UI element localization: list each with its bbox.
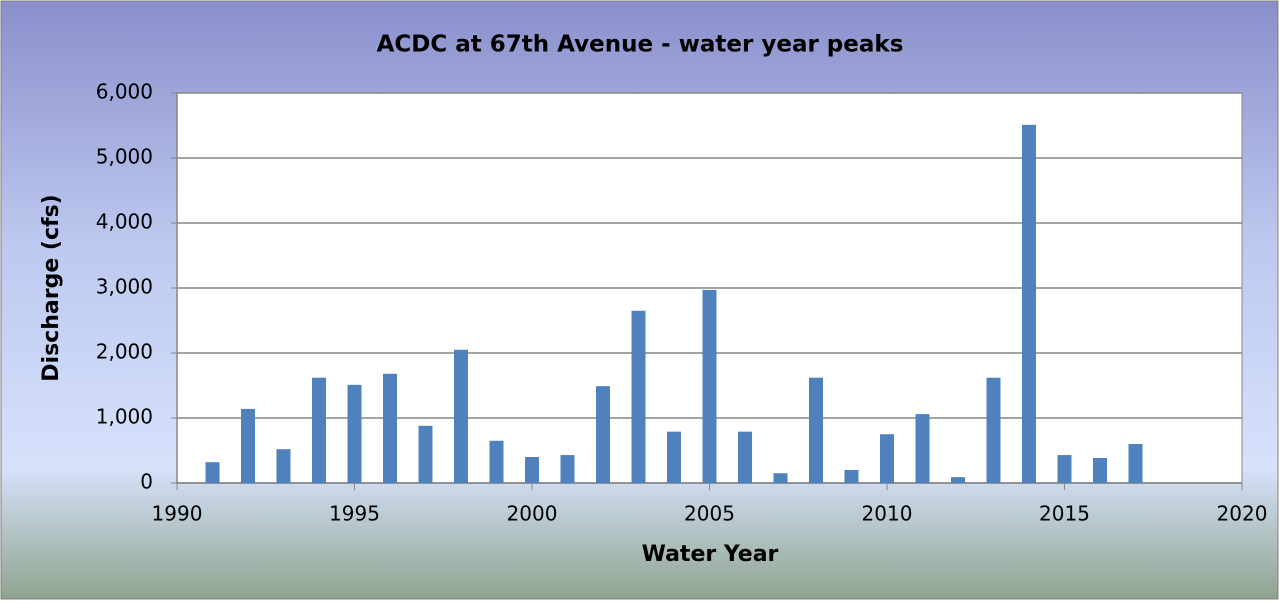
bar (1093, 457, 1107, 483)
bar (702, 289, 717, 483)
y-tick-label: 0 (140, 470, 153, 494)
x-tick-label: 2020 (1217, 502, 1268, 526)
bar (1022, 124, 1036, 483)
bar (738, 431, 752, 483)
bar (489, 440, 504, 483)
bar (418, 425, 433, 483)
bar (986, 377, 1001, 483)
bar (596, 386, 610, 483)
bar (667, 431, 681, 483)
chart-title: ACDC at 67th Avenue - water year peaks (377, 32, 904, 58)
y-tick-label: 6,000 (96, 80, 153, 104)
x-tick-label: 1995 (329, 502, 380, 526)
bar (383, 373, 397, 483)
y-axis-title: Discharge (cfs) (39, 194, 64, 381)
y-tick-label: 3,000 (96, 275, 153, 299)
bar (525, 457, 539, 483)
bar (347, 384, 362, 483)
bar (205, 462, 220, 483)
y-tick-label: 5,000 (96, 145, 153, 169)
y-tick-label: 2,000 (96, 340, 153, 364)
bar (1128, 444, 1143, 483)
x-tick-label: 2000 (507, 502, 558, 526)
y-tick-label: 4,000 (96, 210, 153, 234)
bar (1057, 455, 1072, 483)
bar (241, 408, 255, 483)
bar (631, 310, 646, 483)
x-tick-label: 2010 (862, 502, 913, 526)
bar (951, 477, 965, 483)
bar (880, 434, 894, 483)
bar (915, 414, 930, 483)
bar (560, 455, 575, 483)
y-tick-label: 1,000 (96, 405, 153, 429)
x-tick-label: 2005 (684, 502, 735, 526)
x-axis-title: Water Year (642, 542, 779, 567)
bar (844, 470, 859, 483)
x-tick-label: 2015 (1039, 502, 1090, 526)
bar (809, 377, 823, 483)
bar (276, 449, 291, 483)
x-tick-label: 1990 (152, 502, 203, 526)
bar (312, 377, 326, 483)
bar (773, 473, 788, 483)
bar (454, 349, 468, 483)
